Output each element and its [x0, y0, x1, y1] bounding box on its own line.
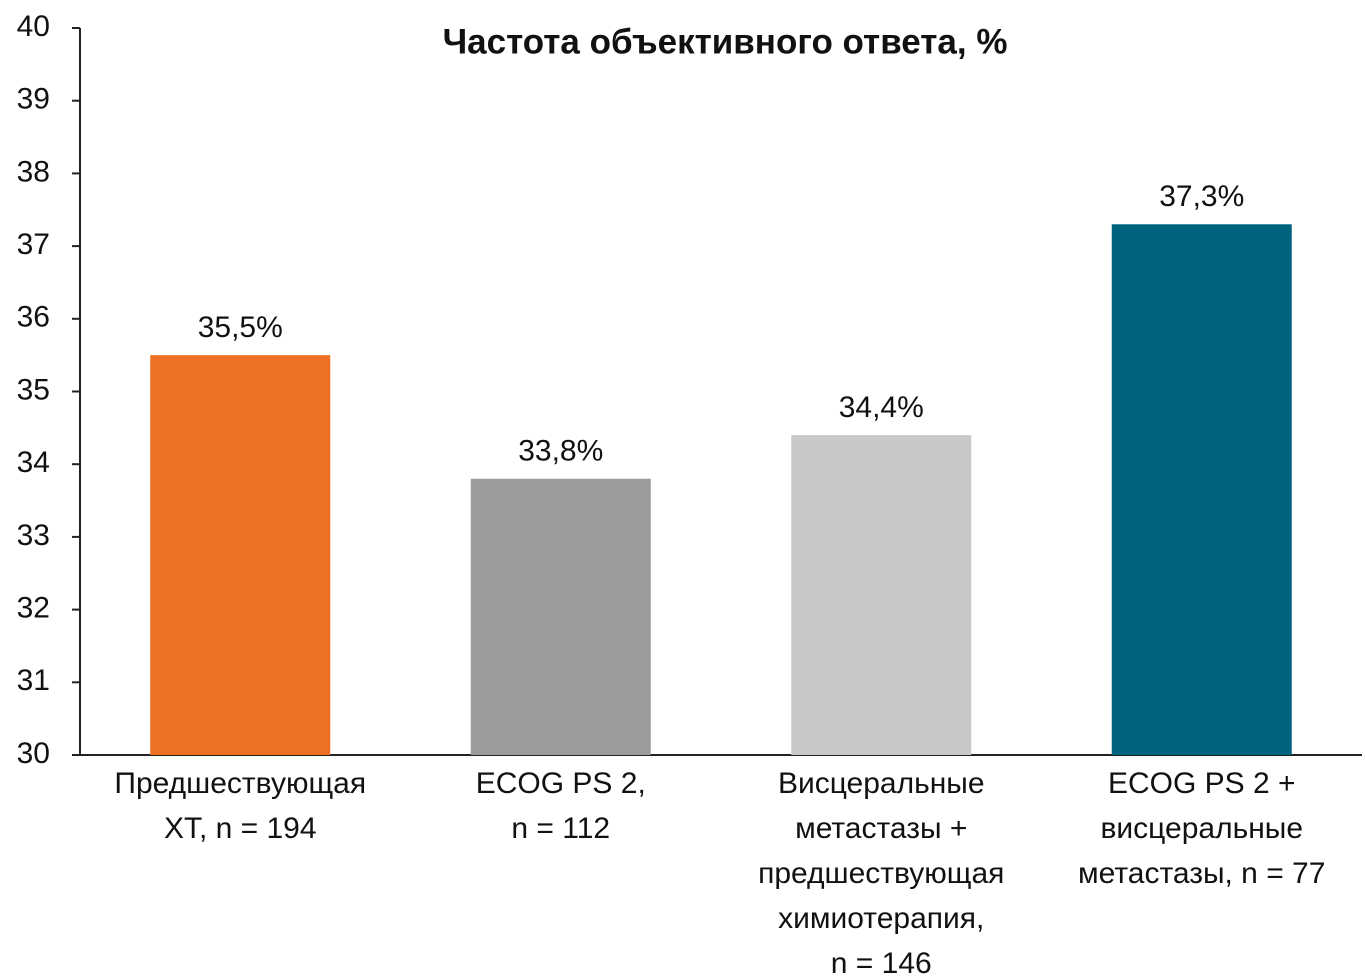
y-tick-label: 37 — [17, 228, 50, 261]
x-tick-label: предшествующая — [758, 857, 1004, 890]
bar — [150, 355, 331, 755]
x-tick-label: Предшествующая — [114, 767, 366, 800]
x-tick-label: Висцеральные — [778, 767, 985, 800]
y-tick-label: 40 — [17, 10, 50, 43]
x-tick-label: ECOG PS 2 + — [1108, 767, 1296, 800]
value-label: 37,3% — [1159, 180, 1244, 213]
x-tick-label: n = 112 — [511, 812, 610, 845]
bar — [1111, 224, 1292, 756]
x-tick-label: ХТ, n = 194 — [164, 812, 317, 845]
y-tick-label: 34 — [17, 446, 50, 479]
y-tick-label: 36 — [17, 301, 50, 334]
y-tick-label: 35 — [17, 373, 50, 406]
bar — [470, 478, 651, 755]
x-tick-label: n = 146 — [831, 947, 932, 977]
value-label: 33,8% — [518, 435, 603, 468]
y-tick-label: 39 — [17, 83, 50, 116]
value-label: 34,4% — [839, 391, 924, 424]
x-tick-label: метастазы, n = 77 — [1078, 857, 1325, 890]
bar — [791, 435, 972, 755]
y-tick-label: 38 — [17, 155, 50, 188]
x-tick-label: ECOG PS 2, — [476, 767, 646, 800]
y-tick-label: 33 — [17, 519, 50, 552]
x-tick-label: висцеральные — [1100, 812, 1303, 845]
x-tick-label: метастазы + — [795, 812, 967, 845]
y-tick-label: 32 — [17, 592, 50, 625]
y-tick-label: 30 — [17, 737, 50, 770]
value-label: 35,5% — [198, 311, 283, 344]
x-tick-label: химиотерапия, — [778, 902, 984, 935]
chart-title: Частота объективного ответа, % — [443, 22, 1008, 61]
y-tick-label: 31 — [17, 664, 50, 697]
